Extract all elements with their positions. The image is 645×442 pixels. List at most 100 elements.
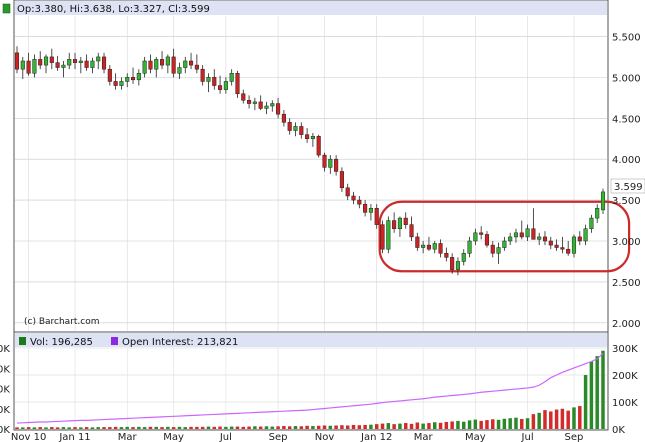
volume-bar (287, 426, 292, 429)
volume-bar (322, 425, 327, 429)
volume-left-tick-label: 0K (0, 385, 10, 396)
volume-bar (21, 427, 25, 429)
volume-bar (183, 427, 187, 429)
candle-body (450, 257, 455, 270)
volume-bar (456, 420, 460, 429)
last-price-label: 3.599 (614, 182, 643, 193)
volume-right-tick-label: 300K (612, 344, 638, 355)
volume-bar (26, 427, 31, 429)
volume-bar (340, 425, 344, 429)
time-tick-label: Mar (414, 432, 434, 442)
candle-body (20, 60, 25, 70)
volume-bar (171, 427, 176, 429)
candle-body (281, 113, 286, 123)
candle-body (223, 81, 228, 90)
candle-body (200, 68, 205, 82)
volume-bar (264, 426, 269, 429)
candle-body (548, 240, 553, 246)
volume-bar (369, 424, 373, 429)
candle-body (386, 220, 391, 250)
candle-body (589, 217, 594, 229)
volume-bar (148, 426, 153, 429)
candle-body (438, 243, 443, 254)
candle-body (566, 248, 571, 254)
time-tick-label: Jan 11 (58, 432, 90, 442)
volume-bar (520, 419, 524, 429)
volume-bar (189, 426, 193, 429)
candle-body (293, 126, 298, 131)
volume-right-tick-label: 100K (612, 398, 638, 409)
volume-bar (96, 427, 100, 429)
candle-body (351, 195, 356, 201)
candle-body (537, 236, 542, 240)
candle-body (571, 236, 577, 254)
candle-body (368, 208, 373, 213)
candle-body (345, 187, 350, 197)
volume-bar (247, 426, 251, 429)
candle-body (595, 208, 600, 219)
oi-legend-swatch (111, 337, 118, 345)
volume-bar (543, 410, 547, 429)
volume-bar (218, 426, 222, 429)
candle-body (90, 60, 95, 68)
candle-body (473, 232, 478, 242)
volume-bar (374, 424, 379, 429)
open-interest-series (16, 352, 604, 424)
volume-bar (566, 410, 570, 429)
candle-body (218, 85, 223, 90)
candle-body (310, 136, 315, 139)
candle-body (444, 253, 449, 258)
time-tick-label: Sep (565, 432, 584, 442)
price-tick-label: 2.500 (612, 278, 641, 289)
volume-bar (508, 418, 512, 429)
volume-bar (479, 420, 483, 429)
candle-body (148, 60, 153, 70)
volume-bar (398, 423, 402, 429)
volume-bar (328, 425, 333, 429)
volume-bar (299, 426, 304, 429)
candle-body (484, 234, 490, 246)
volume-bar (282, 426, 286, 429)
volume-bar (514, 417, 518, 429)
volume-bar (467, 420, 472, 429)
candle-body (165, 56, 170, 66)
candle-body (299, 126, 304, 135)
price-legend-bar (15, 1, 607, 15)
price-legend-swatch (2, 3, 11, 14)
candle-body (542, 236, 548, 242)
volume-bar (177, 426, 182, 429)
volume-bar (351, 424, 356, 429)
candle-body (496, 247, 501, 254)
volume-bar (502, 418, 507, 429)
candle-body (241, 93, 246, 101)
candle-body (61, 64, 66, 68)
price-tick-label: 4.000 (612, 155, 641, 166)
time-x-axis: Nov 10 Jan 11 Mar May Jul Sep Nov Jan 12 Mar May J… (11, 432, 584, 442)
time-tick-label: Jan 12 (360, 432, 392, 442)
last-price-tag (610, 178, 645, 194)
candle-body (554, 244, 559, 248)
volume-bar (601, 350, 605, 429)
candle-body (461, 253, 466, 262)
candle-body (130, 77, 136, 81)
candle-body (508, 236, 513, 242)
volume-bar (67, 427, 71, 429)
candle-body (305, 134, 310, 139)
volume-bar (427, 423, 431, 429)
candle-body (357, 199, 362, 205)
volume-bar (345, 425, 350, 429)
volume-bars (15, 350, 605, 429)
time-tick-label: Sep (269, 432, 288, 442)
candle-body (136, 73, 141, 81)
volume-bar (15, 427, 19, 429)
volume-bar (258, 426, 263, 429)
candle-body (455, 261, 460, 270)
volume-bar (496, 419, 501, 429)
volume-bar (560, 408, 565, 429)
candle-body (287, 122, 292, 131)
candle-body (479, 232, 484, 235)
candle-body (513, 232, 519, 238)
volume-bar (44, 427, 48, 429)
candle-body (38, 59, 43, 66)
candle-body (125, 77, 130, 82)
